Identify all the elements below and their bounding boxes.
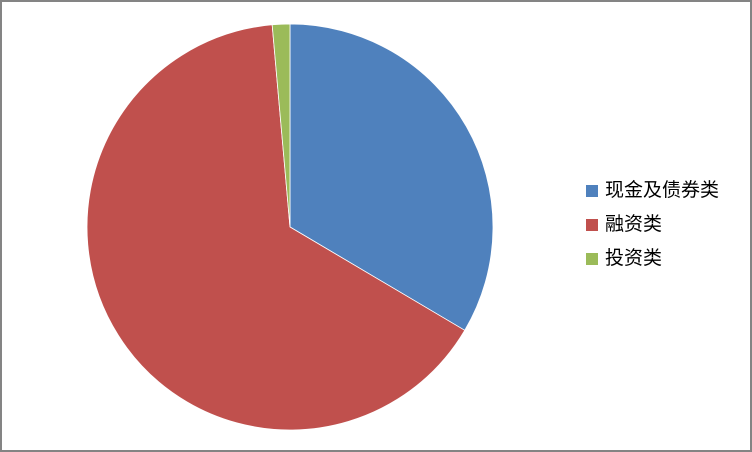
legend-item-1: 融资类 (586, 214, 719, 236)
legend: 现金及债券类 融资类投资类 (586, 180, 719, 282)
legend-label: 现金及债券类 (605, 180, 720, 201)
legend-color-swatch (586, 185, 598, 197)
pie-slice-2 (271, 23, 291, 228)
legend-item-2: 投资类 (586, 248, 719, 270)
pie-slice-1 (86, 24, 466, 431)
pie-slice-0 (289, 23, 494, 331)
legend-color-swatch (586, 219, 598, 231)
legend-item-0: 现金及债券类 (586, 180, 719, 202)
legend-color-swatch (586, 253, 598, 265)
pie-slices-group (86, 23, 494, 431)
legend-label: 融资类 (605, 214, 663, 235)
legend-label: 投资类 (605, 248, 663, 269)
